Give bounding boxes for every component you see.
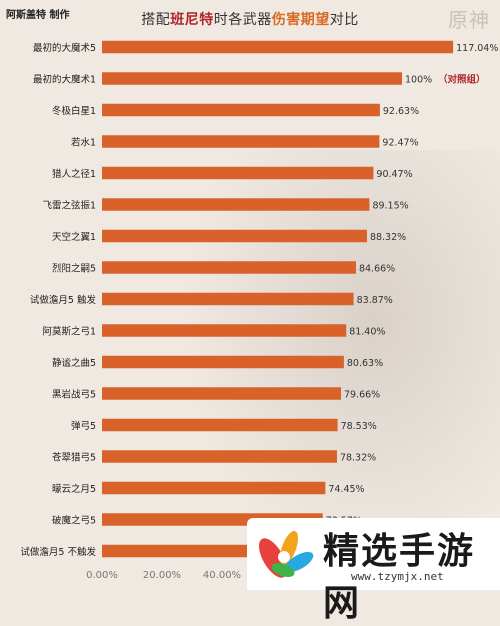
- category-label: 试做澹月5 不触发: [20, 546, 96, 558]
- bar-chart: 最初的大魔术5 117.04% 最初的大魔术1 100% 冬极白星1 92.63% 若水1 9…: [20, 40, 498, 581]
- control-group-annotation: （对照组）: [438, 74, 486, 86]
- site-watermark: 精选手游网 www.tzymjx.net: [247, 518, 500, 624]
- bar: [102, 387, 341, 400]
- value-label: 92.63%: [383, 106, 419, 117]
- title-character: 班尼特: [170, 12, 214, 28]
- title-keyword: 伤害期望: [271, 12, 330, 28]
- bar: [102, 166, 374, 180]
- value-label: 89.15%: [372, 201, 408, 212]
- value-label: 90.47%: [376, 169, 412, 180]
- title-prefix: 搭配: [141, 12, 171, 28]
- credit-label: 阿斯盖特 制作: [6, 10, 70, 21]
- value-label: 81.40%: [349, 327, 385, 338]
- bar: [102, 103, 380, 117]
- category-label: 若水1: [71, 137, 96, 149]
- bar: [102, 355, 344, 369]
- x-tick-label: 40.00%: [203, 570, 241, 581]
- value-label: 74.45%: [328, 484, 364, 495]
- category-label: 天空之翼1: [52, 231, 96, 243]
- category-label: 飞雷之弦振1: [42, 200, 96, 212]
- bar: [102, 292, 354, 306]
- value-label: 78.32%: [340, 453, 376, 464]
- bar: [102, 324, 347, 337]
- value-label: 79.66%: [344, 390, 380, 401]
- value-label: 88.32%: [370, 232, 406, 243]
- bar: [102, 261, 356, 274]
- category-label: 黑岩战弓5: [52, 389, 96, 401]
- watermark-url: www.tzymjx.net: [351, 570, 444, 583]
- bar: [102, 229, 367, 243]
- x-tick-label: 20.00%: [143, 570, 181, 581]
- category-label: 最初的大魔术5: [33, 42, 96, 54]
- bar: [102, 135, 380, 148]
- bar: [102, 450, 337, 463]
- title-middle: 时各武器: [213, 12, 272, 28]
- value-label: 80.63%: [347, 358, 383, 369]
- category-label: 冬极白星1: [52, 105, 96, 117]
- category-label: 猎人之径1: [52, 168, 96, 180]
- category-label: 破魔之弓5: [52, 515, 96, 527]
- game-logo: 原神: [448, 8, 490, 32]
- category-label: 烈阳之嗣5: [52, 263, 96, 275]
- category-label: 苍翠猎弓5: [52, 452, 96, 464]
- bar: [102, 198, 370, 211]
- value-label: 117.04%: [456, 43, 498, 54]
- chart-title: 搭配班尼特时各武器伤害期望对比: [0, 9, 500, 29]
- value-label: 92.47%: [382, 138, 418, 149]
- bar: [102, 40, 454, 54]
- x-tick-label: 0.00%: [86, 570, 118, 581]
- value-label: 78.53%: [341, 421, 377, 432]
- title-suffix: 对比: [329, 12, 359, 28]
- bar: [102, 418, 338, 432]
- value-label: 84.66%: [359, 264, 395, 275]
- bar: [102, 481, 326, 495]
- bar: [102, 72, 402, 85]
- chart-stage: 阿斯盖特 制作 搭配班尼特时各武器伤害期望对比 原神 最初的大魔术5 117.04…: [0, 8, 500, 624]
- category-label: 阿莫斯之弓1: [42, 326, 96, 338]
- value-label: 100%: [405, 75, 432, 86]
- category-label: 曚云之月5: [52, 483, 96, 495]
- value-label: 83.87%: [357, 295, 393, 306]
- category-label: 弹弓5: [71, 420, 96, 432]
- category-label: 试做澹月5 触发: [30, 294, 97, 306]
- category-label: 静谧之曲5: [52, 357, 96, 369]
- leaf-logo-icon: [259, 530, 314, 578]
- category-label: 最初的大魔术1: [33, 74, 96, 86]
